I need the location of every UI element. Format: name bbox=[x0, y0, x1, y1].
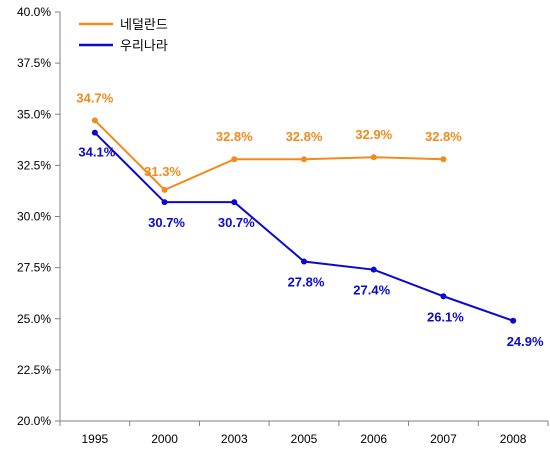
y-tick-label: 25.0% bbox=[17, 312, 51, 326]
y-tick-label: 35.0% bbox=[17, 107, 51, 121]
data-point bbox=[370, 154, 377, 161]
data-label: 32.9% bbox=[355, 127, 392, 142]
legend-label: 우리나라 bbox=[120, 39, 168, 54]
data-point bbox=[301, 156, 307, 163]
data-point bbox=[510, 317, 517, 324]
data-label: 32.8% bbox=[216, 129, 253, 144]
data-point bbox=[161, 199, 168, 206]
data-label: 27.8% bbox=[288, 274, 325, 289]
data-point bbox=[161, 186, 168, 193]
data-point bbox=[91, 129, 98, 136]
data-label: 32.8% bbox=[425, 129, 462, 144]
data-point bbox=[91, 117, 98, 124]
data-label: 30.7% bbox=[148, 215, 185, 230]
data-point bbox=[231, 199, 238, 206]
y-tick-label: 20.0% bbox=[17, 414, 51, 428]
data-point bbox=[440, 293, 447, 300]
x-tick-label: 1995 bbox=[82, 432, 109, 446]
y-tick-label: 30.0% bbox=[17, 210, 51, 224]
data-label: 27.4% bbox=[353, 283, 390, 298]
data-label: 24.9% bbox=[507, 334, 544, 349]
data-label: 34.1% bbox=[78, 145, 115, 160]
x-tick-label: 2006 bbox=[360, 432, 387, 446]
x-tick-label: 2000 bbox=[151, 432, 178, 446]
data-labels: 34.7% 31.3% 32.8% 32.8% 32.9% 32.8% 34.1% 30.7%… bbox=[76, 90, 544, 348]
y-tick-label: 37.5% bbox=[17, 56, 51, 70]
data-label: 32.8% bbox=[286, 129, 323, 144]
data-point bbox=[231, 156, 238, 163]
y-axis-tick-labels: 20.0% 22.5% 25.0% 27.5% 30.0% 32.5% 35.0% 37.5%… bbox=[17, 5, 51, 428]
legend-label: 네덜란드 bbox=[120, 18, 168, 33]
x-tick-label: 2008 bbox=[500, 432, 527, 446]
x-tick-label: 2007 bbox=[430, 432, 457, 446]
data-point bbox=[440, 156, 447, 163]
y-tick-label: 32.5% bbox=[17, 158, 51, 172]
y-tick-label: 27.5% bbox=[17, 261, 51, 275]
x-tick-label: 2005 bbox=[291, 432, 318, 446]
data-label: 34.7% bbox=[76, 90, 113, 105]
series-line-0 bbox=[94, 119, 444, 192]
y-tick-label: 40.0% bbox=[17, 5, 51, 19]
x-axis-tick-labels: 1995 2000 2003 2005 2006 2007 2008 bbox=[82, 432, 527, 446]
data-label: 31.3% bbox=[144, 164, 181, 179]
data-point bbox=[370, 266, 377, 273]
data-label: 30.7% bbox=[218, 215, 255, 230]
data-label: 26.1% bbox=[427, 309, 464, 324]
data-point bbox=[301, 258, 307, 265]
chart-axes bbox=[55, 11, 549, 426]
x-tick-label: 2003 bbox=[221, 432, 248, 446]
y-tick-label: 22.5% bbox=[17, 363, 51, 377]
series-points bbox=[91, 117, 517, 324]
